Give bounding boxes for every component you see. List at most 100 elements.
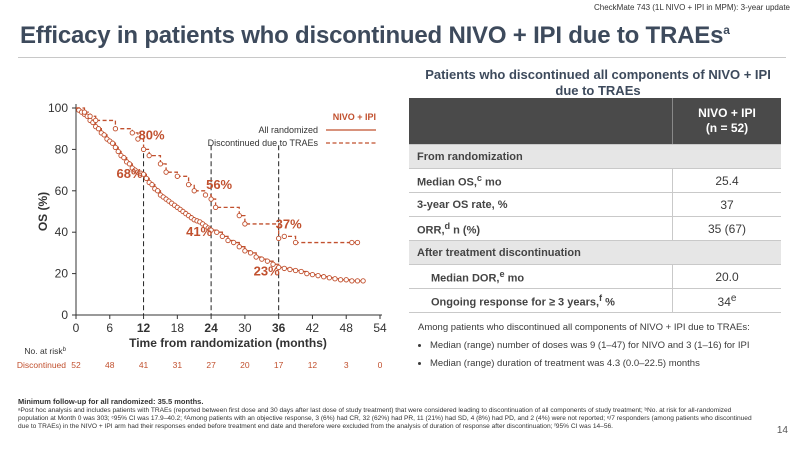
y-tick-label: 40 xyxy=(55,225,69,239)
censor-marker xyxy=(112,126,119,132)
footnotes: Minimum follow-up for all randomized: 35… xyxy=(18,398,758,431)
censor-marker xyxy=(343,277,349,283)
table-row-value: 25.4 xyxy=(672,168,781,193)
censor-marker xyxy=(191,188,197,194)
censor-marker xyxy=(349,278,355,284)
censor-marker xyxy=(146,152,152,159)
censor-marker xyxy=(157,161,164,167)
censor-marker xyxy=(149,181,155,188)
row-value-text: 20.0 xyxy=(715,269,739,284)
table-row: ORR,d n (%) 35 (67) xyxy=(409,216,781,241)
censor-marker xyxy=(140,146,147,153)
legend-label-discontinued: Discontinued due to TRAEs xyxy=(208,138,319,148)
survival-rate-label: 56% xyxy=(206,177,232,192)
at-risk-value: 31 xyxy=(173,360,183,370)
at-risk-label-text: No. at risk xyxy=(24,346,63,356)
y-axis-title: OS (%) xyxy=(36,192,50,231)
censor-marker xyxy=(236,244,242,250)
x-tick-label: 12 xyxy=(137,321,151,335)
censor-marker xyxy=(225,237,231,244)
followup-note: Minimum follow-up for all randomized: 35… xyxy=(18,397,204,406)
censor-marker xyxy=(270,261,276,267)
x-tick-label: 24 xyxy=(204,321,218,335)
censor-marker xyxy=(281,265,287,272)
row-value-text: 34 xyxy=(717,294,731,309)
censor-marker xyxy=(126,161,133,167)
censor-marker xyxy=(292,239,299,246)
censor-marker xyxy=(101,132,107,138)
study-tag: CheckMate 743 (1L NIVO + IPI in MPM): 3-… xyxy=(593,3,790,12)
y-tick-label: 100 xyxy=(48,101,68,115)
censor-marker xyxy=(154,188,161,194)
censor-marker xyxy=(212,204,219,211)
y-tick-label: 80 xyxy=(55,142,69,156)
censor-marker xyxy=(242,248,248,254)
y-tick-label: 20 xyxy=(55,267,69,281)
row-value-text: 25.4 xyxy=(715,173,739,188)
censor-marker xyxy=(281,233,287,239)
table-row-value: 34e xyxy=(672,288,781,313)
at-risk-row-label: Discontinued xyxy=(17,360,66,370)
censor-marker xyxy=(230,239,237,246)
table-row-label: ORR,d n (%) xyxy=(409,216,673,241)
x-tick-label: 36 xyxy=(272,321,286,335)
at-risk-value: 20 xyxy=(240,360,250,370)
x-tick-label: 0 xyxy=(73,321,80,335)
censor-marker xyxy=(163,169,169,175)
efficacy-table: NIVO + IPI (n = 52) From randomization Med… xyxy=(409,98,781,313)
table-row-label: Median OS,c mo xyxy=(409,168,673,193)
row-label-tail: n (%) xyxy=(450,224,481,237)
censor-marker xyxy=(81,109,88,115)
censor-marker xyxy=(214,229,220,235)
x-tick-label: 30 xyxy=(238,321,252,335)
censor-marker xyxy=(321,274,327,280)
censor-marker xyxy=(109,140,116,146)
at-risk-value: 48 xyxy=(105,360,115,370)
series-line-all-randomized xyxy=(76,107,364,282)
survival-rate-label: 37% xyxy=(276,216,302,231)
at-risk-value: 12 xyxy=(308,360,318,370)
table-row: 3-year OS rate, % 37 xyxy=(409,192,781,217)
survival-rate-label: 41% xyxy=(186,224,212,239)
censor-marker xyxy=(242,221,248,227)
page-title: Efficacy in patients who discontinued NI… xyxy=(20,22,730,50)
row-value-text: 37 xyxy=(720,197,734,212)
at-risk-value: 27 xyxy=(206,360,216,370)
censor-marker xyxy=(259,256,265,262)
censor-marker xyxy=(129,130,135,136)
at-risk-label: No. at riskb xyxy=(24,346,66,356)
censor-marker xyxy=(354,239,361,246)
row-label-text: ORR, xyxy=(417,224,445,237)
row-label-text: 3-year OS rate, % xyxy=(417,198,508,211)
row-value-sup: e xyxy=(730,292,737,304)
table-row-value: 35 (67) xyxy=(672,216,781,241)
x-tick-label: 48 xyxy=(340,321,354,335)
survival-rate-label: 23% xyxy=(254,263,280,278)
table-section-label: After treatment discontinuation xyxy=(409,240,781,265)
censor-marker xyxy=(93,117,99,124)
censor-marker xyxy=(253,254,259,260)
row-label-tail: mo xyxy=(504,272,525,285)
table-section-row: After treatment discontinuation xyxy=(409,240,781,265)
table-header-row: NIVO + IPI (n = 52) xyxy=(409,98,781,145)
page-title-text: Efficacy in patients who discontinued NI… xyxy=(20,22,724,49)
table-row-label: 3-year OS rate, % xyxy=(409,192,673,217)
table-row-value: 37 xyxy=(672,192,781,217)
row-label-tail: mo xyxy=(482,176,502,189)
censor-marker xyxy=(315,273,321,279)
row-label-tail: % xyxy=(602,296,615,309)
at-risk-value: 3 xyxy=(344,360,349,370)
legend-label-all-randomized: All randomized xyxy=(258,125,318,135)
censor-marker xyxy=(354,278,361,284)
notes-bullet: Median (range) duration of treatment was… xyxy=(430,358,788,369)
x-axis-title: Time from randomization (months) xyxy=(129,336,327,350)
table-row: Median DOR,e mo 20.0 xyxy=(409,264,781,289)
censor-marker xyxy=(287,266,293,273)
censor-marker xyxy=(326,275,332,281)
at-risk-value: 52 xyxy=(71,360,81,370)
table-row-value: 20.0 xyxy=(672,264,781,289)
row-value-text: 35 (67) xyxy=(707,221,747,236)
title-divider xyxy=(18,57,786,58)
table-section-row: From randomization xyxy=(409,144,781,169)
